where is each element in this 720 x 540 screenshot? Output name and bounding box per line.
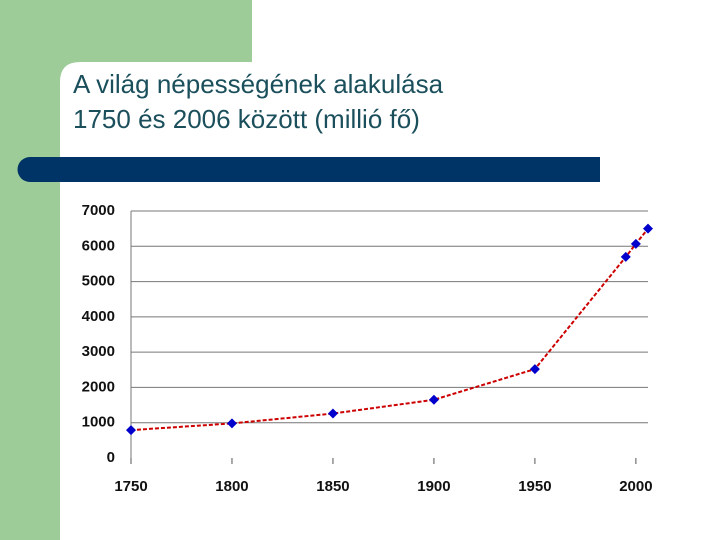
data-marker <box>327 408 338 419</box>
x-tick-label: 1800 <box>215 478 248 495</box>
title-line: A világ népességének alakulása <box>73 69 444 99</box>
y-tick-label: 1000 <box>82 414 115 431</box>
data-marker <box>529 364 540 375</box>
x-tick-label: 2000 <box>619 478 652 495</box>
y-tick-label: 2000 <box>82 378 115 395</box>
y-tick-label: 3000 <box>82 343 115 360</box>
title-line: 1750 és 2006 között (millió fő) <box>73 104 420 134</box>
y-tick-label: 0 <box>107 449 115 466</box>
data-marker <box>428 394 439 405</box>
y-tick-label: 7000 <box>82 202 115 219</box>
x-tick-label: 1750 <box>114 478 147 495</box>
y-tick-label: 6000 <box>82 237 115 254</box>
x-tick-label: 1950 <box>518 478 551 495</box>
top-accent <box>60 0 252 82</box>
data-marker <box>630 238 641 249</box>
data-marker <box>643 223 653 234</box>
x-tick-label: 1850 <box>316 478 349 495</box>
data-marker <box>126 425 136 436</box>
side-bar <box>0 0 60 540</box>
x-tick-label: 1900 <box>417 478 450 495</box>
y-tick-label: 5000 <box>82 273 115 290</box>
data-marker <box>226 418 237 429</box>
divider-bar <box>17 157 600 182</box>
data-line <box>130 228 649 432</box>
y-tick-label: 4000 <box>82 308 115 325</box>
data-marker <box>620 251 631 262</box>
